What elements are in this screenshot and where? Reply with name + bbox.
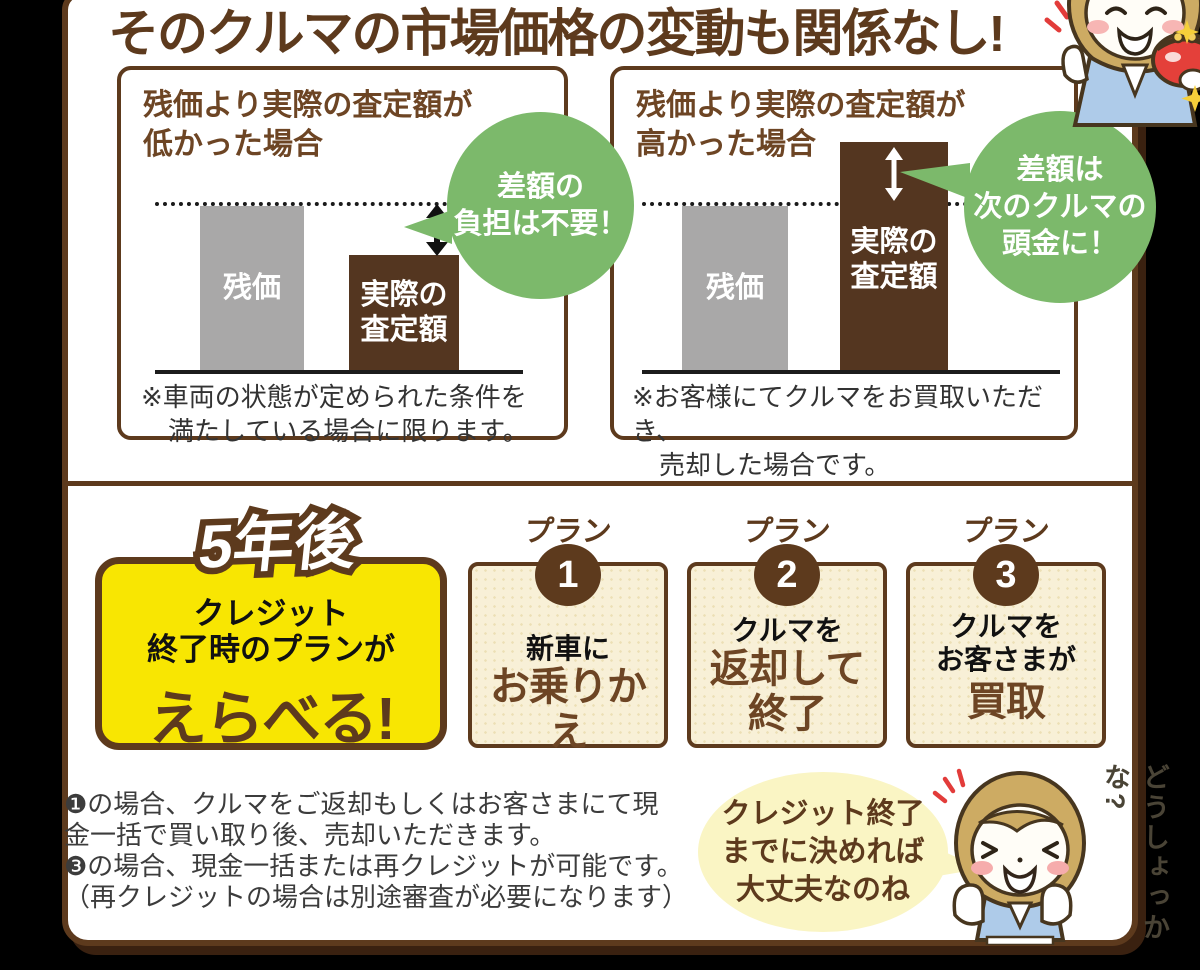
closed-eye-left xyxy=(1105,6,1127,15)
guide-woman-top-illustration xyxy=(1044,0,1200,127)
five-years-text: 5年後 xyxy=(195,507,360,581)
plan-3-number: 3 xyxy=(973,544,1039,606)
five-years-later-badge: 5年後 5年後 xyxy=(143,489,414,587)
plan-2-line1: クルマを xyxy=(731,615,843,646)
emphasis-lines-icon xyxy=(932,768,966,804)
plan-3-main: 買取 xyxy=(967,680,1046,724)
residual-bar: 残価 xyxy=(200,206,304,371)
residual-bar-label: 残価 xyxy=(705,272,764,304)
plan-1-number: 1 xyxy=(535,544,601,606)
footnote-line-4: （再クレジットの場合は別途審査が必要になります） xyxy=(64,882,689,912)
pointing-hand xyxy=(1061,44,1089,84)
closed-eye-right xyxy=(1145,6,1167,15)
lower-appraisal-note: ※車両の状態が定められた条件を 満たしている場合に限ります。 xyxy=(141,380,529,448)
happy-eye-right xyxy=(1042,841,1059,859)
section-divider xyxy=(68,481,1132,486)
blush-left xyxy=(1087,20,1109,34)
higher-appraisal-note: ※お客様にてクルマをお買取いただき、 売却した場合です。 xyxy=(632,380,1074,482)
bubble-line-1: クレジット終了 xyxy=(721,798,925,830)
blush-right xyxy=(1047,861,1069,875)
shirt-collar xyxy=(1006,901,1034,931)
choose-plan-sub-2: 終了時のプランが xyxy=(147,632,395,667)
note-line-2: 満たしている場合に限ります。 xyxy=(168,416,529,446)
plan-3-line1: クルマを xyxy=(950,611,1062,642)
thinking-side-text: どうしょっかな? xyxy=(1100,763,1169,943)
plan-number-text: 2 xyxy=(776,553,798,596)
happy-eye-left xyxy=(981,841,998,859)
shirt-collar xyxy=(1120,63,1150,100)
happy-woman-bottom-illustration xyxy=(932,768,1086,945)
actual-bar: 実際の 査定額 xyxy=(349,255,459,371)
lower-appraisal-heading: 残価より実際の査定額が 低かった場合 xyxy=(143,86,472,164)
plan-3-line2: お客さまが xyxy=(935,644,1076,675)
fringe xyxy=(978,810,1064,833)
hand-right xyxy=(1040,883,1073,926)
plan-1-line1: 新車に xyxy=(525,633,610,664)
down-payment-badge: 差額は 次のクルマの 頭金に！ xyxy=(964,111,1156,303)
plan-1-main: お乗りかえ xyxy=(490,665,647,754)
mouth xyxy=(1003,864,1037,894)
actual-bar-label-2: 査定額 xyxy=(850,261,938,293)
choose-plan-sub-1: クレジット xyxy=(193,596,349,631)
heading-line-1: 残価より実際の査定額が xyxy=(636,89,966,122)
difference-arrow-icon xyxy=(885,147,903,201)
actual-bar-label-2: 査定額 xyxy=(360,314,448,346)
speech-bubble: クレジット終了 までに決めれば 大丈夫なのね xyxy=(698,772,948,932)
residual-bar: 残価 xyxy=(682,206,788,371)
plan-number-text: 3 xyxy=(995,553,1017,596)
higher-appraisal-box: 残価より実際の査定額が 高かった場合 残価 実際の 査定額 ※お客様にてクルマを… xyxy=(610,66,1078,480)
chart-baseline xyxy=(642,370,1060,374)
badge-line-2: 負担は不要！ xyxy=(453,207,628,240)
choose-plan-main: えらべる! xyxy=(148,686,396,752)
holding-hand xyxy=(1178,68,1200,92)
actual-bar-label-1: 実際の xyxy=(360,279,448,311)
bubble-line-3: 大丈夫なのね xyxy=(735,874,910,906)
note-line-1: ※お客様にてクルマをお買取いただき、 xyxy=(632,382,1044,446)
badge-line-1: 差額は xyxy=(1016,153,1104,186)
blush-right xyxy=(1162,20,1184,34)
heading-line-1: 残価より実際の査定額が xyxy=(143,89,473,122)
note-line-1: ※車両の状態が定められた条件を xyxy=(141,382,527,412)
chart-baseline xyxy=(155,370,523,374)
choose-plan-box: クレジット 終了時のプランが えらべる! xyxy=(95,557,447,752)
sparkle-icon xyxy=(1175,20,1200,112)
blush-left xyxy=(971,861,993,875)
plan-2-box: クルマを 返却して 終了 xyxy=(687,562,887,748)
page-title: そのクルマの市場価格の変動も関係なし! xyxy=(108,5,1005,62)
no-burden-badge: 差額の 負担は不要！ xyxy=(447,112,634,299)
footnote-line-1: ❶の場合、クルマをご返却もしくはお客さまにて現 xyxy=(64,789,659,819)
heading-line-2: 低かった場合 xyxy=(143,128,323,161)
residual-dotted-line xyxy=(155,202,519,206)
higher-appraisal-heading: 残価より実際の査定額が 高かった場合 xyxy=(636,86,965,164)
residual-bar-label: 残価 xyxy=(222,272,281,304)
footnote-line-2: 金一括で買い取り後、売却いただきます。 xyxy=(64,820,556,850)
nose xyxy=(1017,857,1023,863)
bubble-line-2: までに決めれば xyxy=(721,836,925,868)
note-line-2: 売却した場合です。 xyxy=(659,450,891,480)
plan-number-text: 1 xyxy=(557,553,579,596)
footnote-line-3: ❸の場合、現金一括または再クレジットが可能です。 xyxy=(64,851,683,881)
plan-2-main1: 返却して xyxy=(709,647,866,691)
plan-2-number: 2 xyxy=(754,544,820,606)
badge-line-2: 次のクルマの xyxy=(973,190,1147,223)
skirt xyxy=(985,935,1055,945)
badge-line-3: 頭金に！ xyxy=(1001,227,1118,260)
heading-line-2: 高かった場合 xyxy=(636,128,816,161)
plan-footnotes: ❶の場合、クルマをご返却もしくはお客さまにて現 金一括で買い取り後、売却いただき… xyxy=(64,789,704,913)
hand-left xyxy=(952,883,985,926)
plan-2-main2: 終了 xyxy=(748,692,827,736)
badge-line-1: 差額の xyxy=(496,170,584,203)
actual-bar-label-1: 実際の xyxy=(850,226,938,258)
mouth xyxy=(1117,26,1153,56)
face xyxy=(970,803,1070,897)
